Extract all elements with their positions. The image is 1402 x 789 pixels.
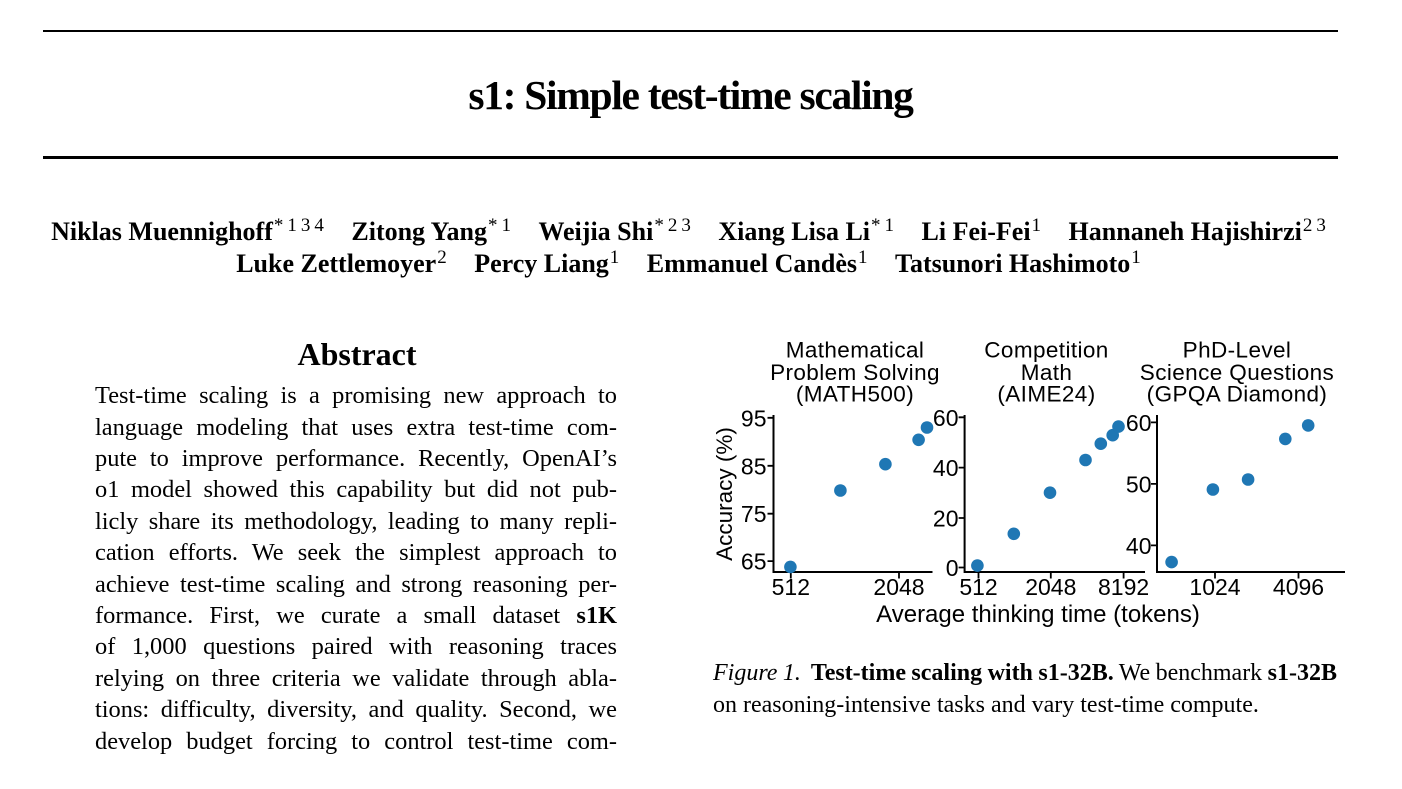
svg-text:95: 95 xyxy=(741,405,767,431)
svg-text:(GPQA Diamond): (GPQA Diamond) xyxy=(1147,382,1328,407)
svg-text:60: 60 xyxy=(1126,410,1152,436)
svg-text:4096: 4096 xyxy=(1273,574,1324,600)
svg-text:(MATH500): (MATH500) xyxy=(796,382,914,407)
svg-text:Average thinking time (tokens): Average thinking time (tokens) xyxy=(876,601,1200,628)
svg-text:(AIME24): (AIME24) xyxy=(997,382,1095,407)
svg-text:40: 40 xyxy=(1126,533,1152,559)
svg-text:2048: 2048 xyxy=(873,574,924,600)
svg-text:65: 65 xyxy=(741,549,767,575)
svg-text:Science Questions: Science Questions xyxy=(1140,360,1334,385)
svg-text:40: 40 xyxy=(933,455,959,481)
svg-text:50: 50 xyxy=(1126,471,1152,497)
svg-text:Mathematical: Mathematical xyxy=(786,338,925,363)
svg-text:512: 512 xyxy=(772,574,810,600)
svg-text:512: 512 xyxy=(959,574,997,600)
svg-text:0: 0 xyxy=(946,555,959,581)
svg-text:Problem Solving: Problem Solving xyxy=(770,360,940,385)
svg-text:85: 85 xyxy=(741,453,767,479)
svg-text:Math: Math xyxy=(1021,360,1073,385)
svg-text:8192: 8192 xyxy=(1098,574,1149,600)
svg-text:20: 20 xyxy=(933,506,959,532)
svg-text:PhD-Level: PhD-Level xyxy=(1183,338,1292,363)
svg-text:Accuracy (%): Accuracy (%) xyxy=(712,427,737,561)
svg-text:Competition: Competition xyxy=(984,338,1108,363)
svg-text:60: 60 xyxy=(933,405,959,431)
svg-text:1024: 1024 xyxy=(1189,574,1240,600)
svg-text:2048: 2048 xyxy=(1025,574,1076,600)
svg-text:75: 75 xyxy=(741,501,767,527)
